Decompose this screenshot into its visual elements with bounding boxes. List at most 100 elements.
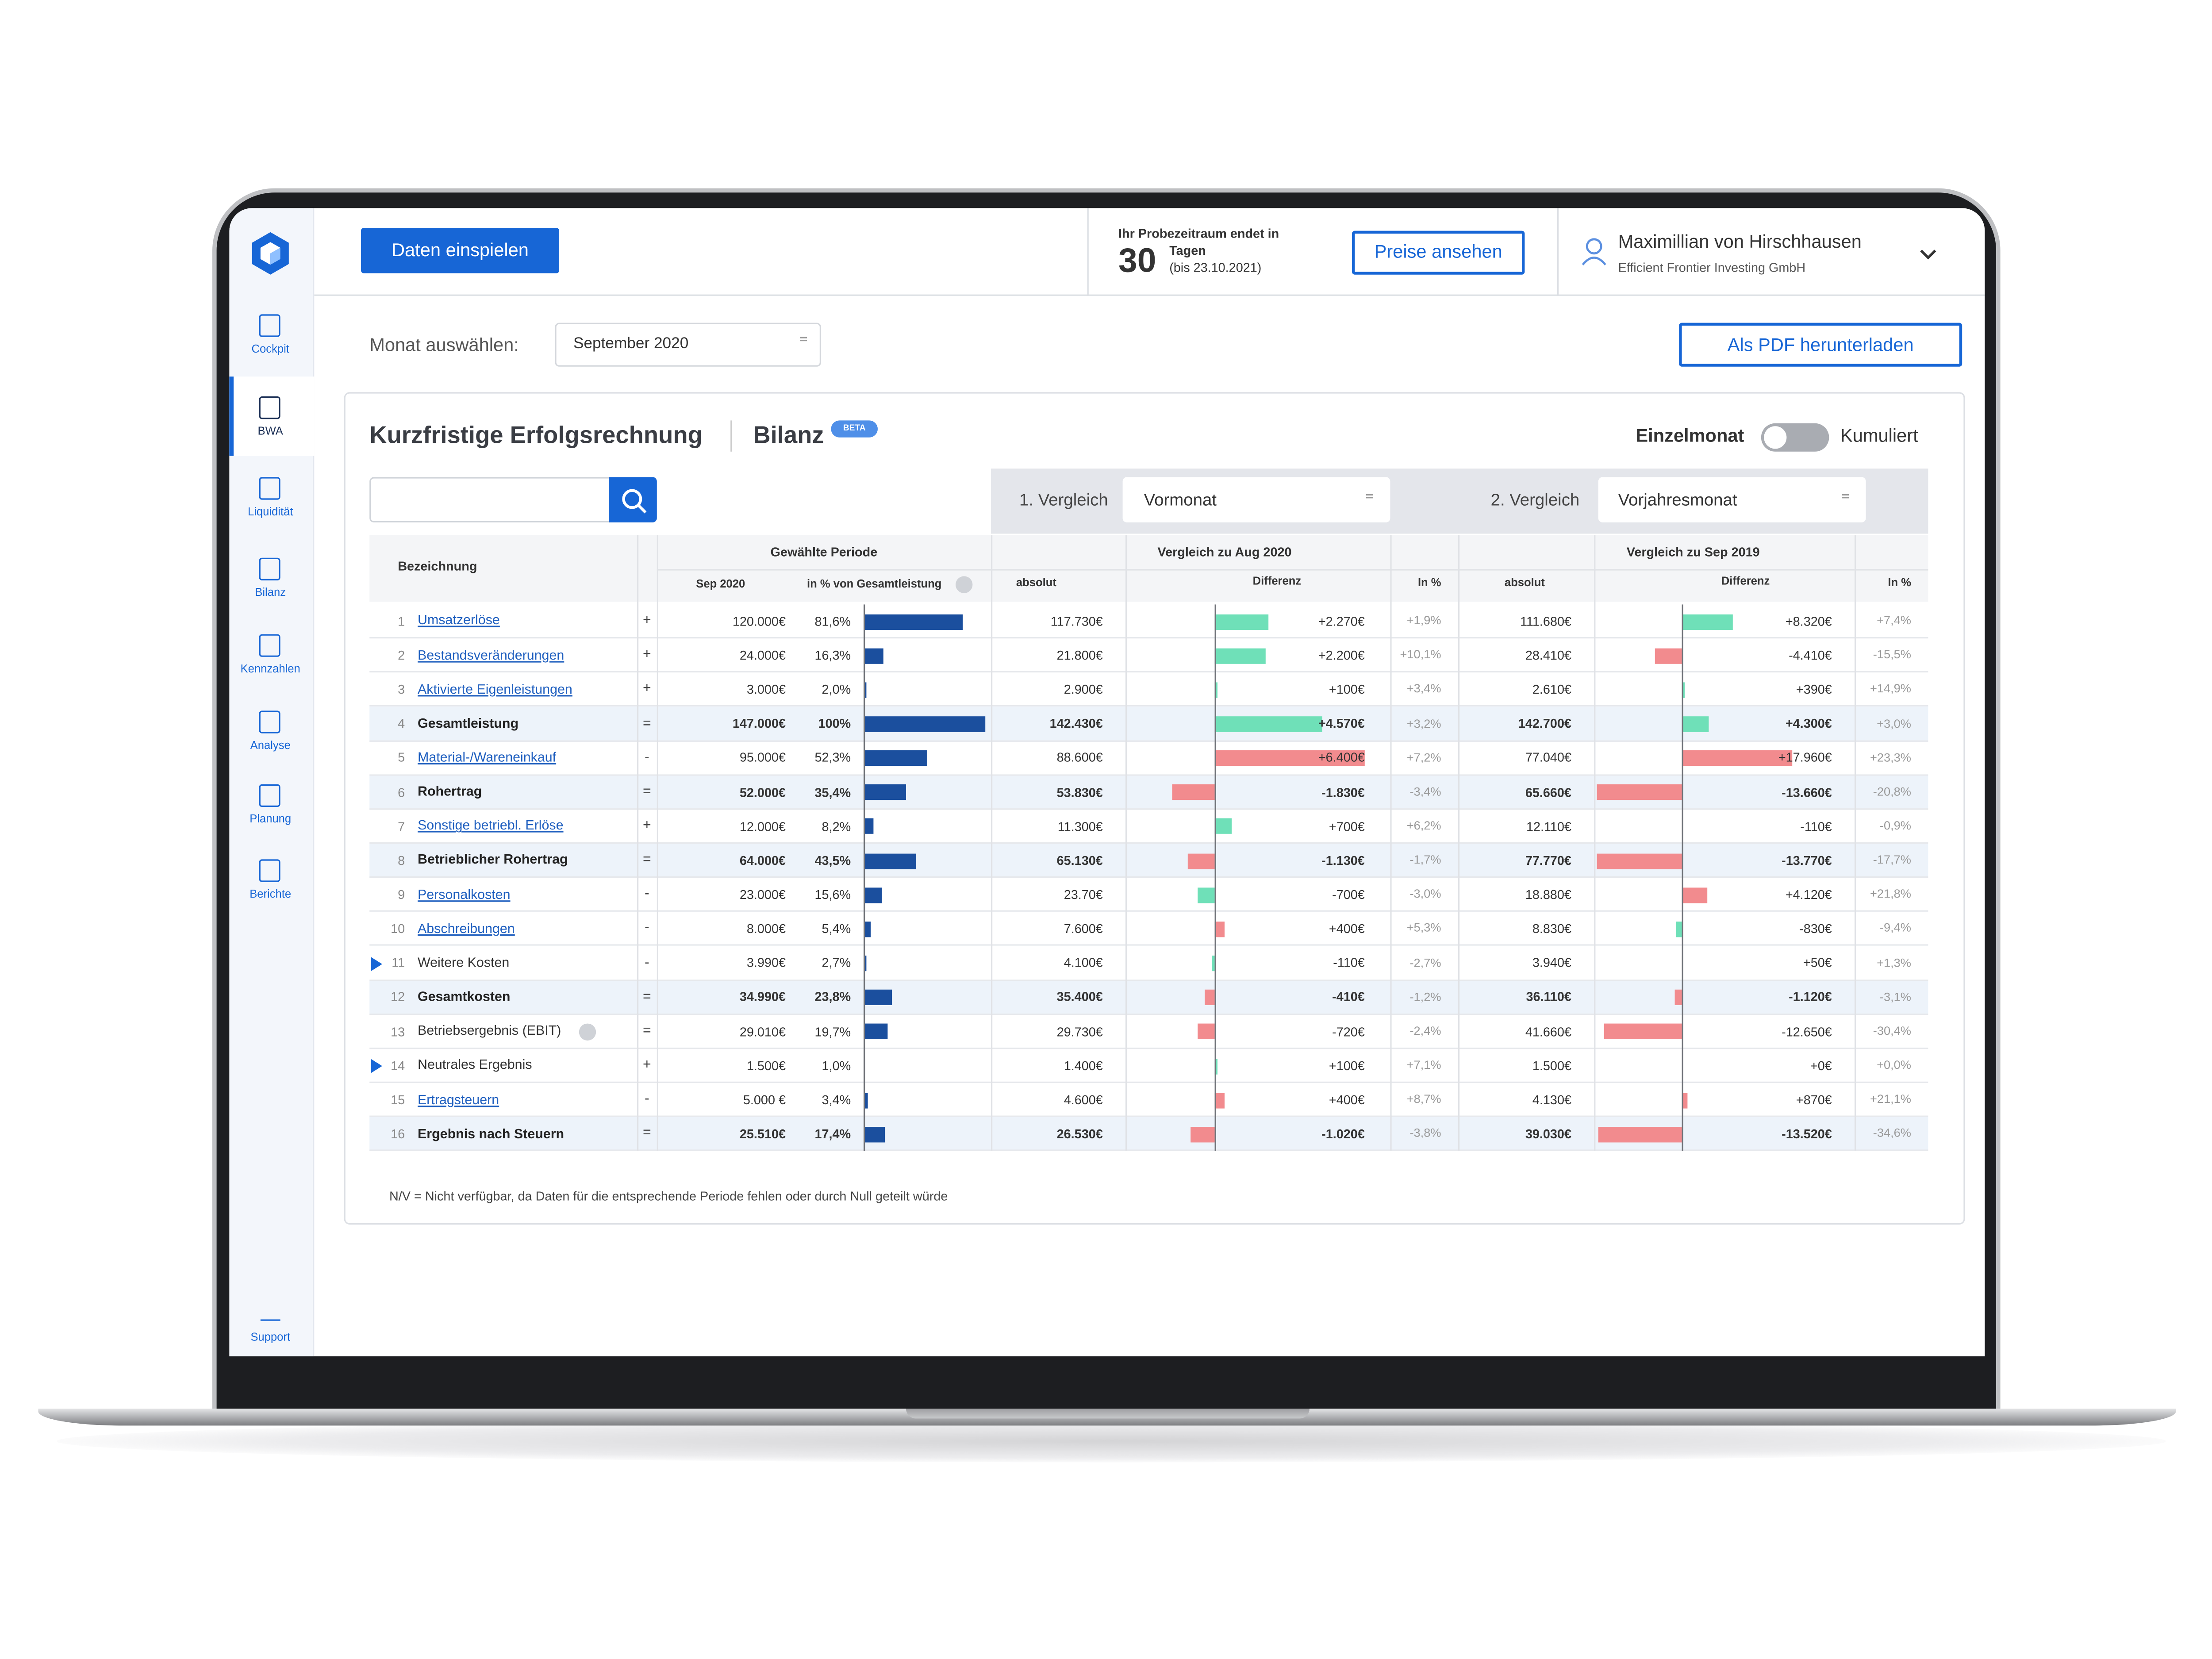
compare-select[interactable] [1598, 477, 1866, 522]
row-number: 1 [398, 614, 405, 629]
difference-value: +17.960€ [1778, 751, 1832, 765]
compare-absolute: 3.940€ [1532, 956, 1571, 970]
compare-absolute: 39.030€ [1525, 1127, 1571, 1141]
row-label[interactable]: Personalkosten [418, 887, 511, 903]
share-bar [864, 887, 883, 903]
sidebar-active [229, 376, 315, 456]
table-row [369, 878, 1928, 912]
sidebar-icon[interactable] [260, 1304, 280, 1321]
sidebar-icon[interactable] [259, 396, 280, 419]
info-icon[interactable] [579, 1023, 596, 1041]
column-divider [637, 535, 639, 1152]
row-operator: + [643, 647, 651, 663]
difference-value: +6.400€ [1318, 751, 1365, 765]
row-operator: - [645, 955, 649, 971]
sidebar-label[interactable]: Berichte [250, 888, 292, 901]
sidebar-label[interactable]: Support [250, 1331, 291, 1344]
compare-select-value[interactable]: Vormonat [1144, 489, 1217, 509]
row-label[interactable]: Material-/Wareneinkauf [418, 750, 557, 766]
user-icon [1582, 238, 1606, 265]
row-number: 5 [398, 751, 405, 765]
info-icon[interactable] [956, 576, 973, 593]
table-row [369, 1049, 1928, 1083]
row-number: 6 [398, 785, 405, 799]
difference-percent: +8,7% [1406, 1091, 1441, 1106]
search-input[interactable] [369, 477, 611, 522]
sidebar-icon[interactable] [259, 314, 280, 337]
import-button-label[interactable]: Daten einspielen [392, 239, 529, 261]
sidebar-icon[interactable] [259, 634, 280, 657]
row-operator: = [643, 1126, 651, 1142]
header-label: absolut [1016, 576, 1056, 590]
row-label[interactable]: Sonstige betriebl. Erlöse [418, 818, 564, 834]
prices-button[interactable] [1352, 230, 1525, 275]
import-button[interactable] [361, 228, 559, 273]
difference-value: -13.770€ [1782, 853, 1832, 868]
panel [344, 392, 1965, 1225]
sidebar-icon[interactable] [259, 784, 280, 807]
sidebar-icon[interactable] [259, 477, 280, 500]
toggle-knob [1764, 426, 1787, 449]
prices-button-label[interactable]: Preise ansehen [1374, 241, 1502, 263]
header-label: absolut [1504, 576, 1545, 590]
column-divider [1458, 535, 1460, 1152]
compare-absolute: 77.040€ [1525, 751, 1571, 765]
sidebar-icon[interactable] [259, 710, 280, 733]
row-label[interactable]: Bestandsveränderungen [418, 648, 565, 664]
share-value: 15,6% [814, 887, 851, 902]
share-value: 23,8% [814, 990, 851, 1005]
sidebar-icon[interactable] [259, 557, 280, 580]
row-number: 8 [398, 853, 405, 868]
column-divider [657, 535, 658, 1152]
row-operator: + [643, 681, 651, 697]
share-value: 43,5% [814, 853, 851, 868]
difference-bar [1681, 819, 1682, 835]
compare-select[interactable] [1122, 477, 1390, 522]
pdf-button-label[interactable]: Als PDF herunterladen [1727, 334, 1914, 355]
sidebar-icon[interactable] [259, 859, 280, 882]
panel-tab[interactable]: Bilanz [753, 422, 824, 449]
row-number: 9 [398, 887, 405, 902]
search-button[interactable] [609, 477, 657, 522]
user-name: Maximillian von Hirschhausen [1618, 230, 1862, 252]
compare-select-value[interactable]: Vorjahresmonat [1618, 489, 1737, 509]
row-label[interactable]: Umsatzerlöse [418, 613, 500, 630]
sidebar-label[interactable]: Analyse [250, 739, 291, 753]
row-number: 15 [391, 1093, 405, 1107]
sidebar-label[interactable]: BWA [257, 425, 283, 438]
row-label[interactable]: Ertragsteuern [418, 1092, 499, 1108]
sidebar-label[interactable]: Cockpit [251, 343, 289, 356]
month-select[interactable] [555, 323, 821, 367]
difference-percent: +1,3% [1877, 955, 1911, 969]
difference-bar [1188, 853, 1215, 869]
period-value: 1.500€ [746, 1058, 786, 1073]
sidebar-label[interactable]: Planung [250, 813, 292, 826]
sidebar-label[interactable]: Liquidität [247, 506, 293, 519]
row-label: Betriebsergebnis (EBIT) [418, 1024, 561, 1040]
sidebar-label[interactable]: Bilanz [255, 587, 286, 599]
row-label[interactable]: Aktivierte Eigenleistungen [418, 682, 572, 698]
bar-axis [1682, 604, 1684, 1152]
month-label: Monat auswählen: [369, 334, 519, 355]
compare-absolute: 2.610€ [1532, 682, 1571, 697]
row-number: 12 [391, 990, 405, 1005]
month-select-value[interactable]: September 2020 [573, 336, 689, 353]
row-operator: = [643, 989, 651, 1005]
difference-percent: +5,3% [1406, 921, 1441, 935]
row-label[interactable]: Abschreibungen [418, 921, 515, 937]
expand-toggle[interactable] [371, 1059, 382, 1073]
period-value: 52.000€ [739, 785, 786, 799]
expand-toggle[interactable] [371, 956, 382, 971]
share-bar [864, 784, 907, 800]
compare-absolute: 111.680€ [1520, 614, 1571, 629]
dropdown-chevron[interactable] [1918, 248, 1938, 262]
difference-percent: +21,8% [1870, 887, 1911, 901]
difference-value: +400€ [1329, 922, 1365, 936]
difference-bar [1682, 750, 1793, 766]
difference-percent: +7,1% [1406, 1057, 1441, 1072]
compare-absolute: 65.660€ [1525, 785, 1571, 799]
sidebar-label[interactable]: Kennzahlen [240, 663, 300, 676]
pdf-button[interactable] [1679, 323, 1962, 367]
difference-value: +4.120€ [1785, 887, 1832, 902]
